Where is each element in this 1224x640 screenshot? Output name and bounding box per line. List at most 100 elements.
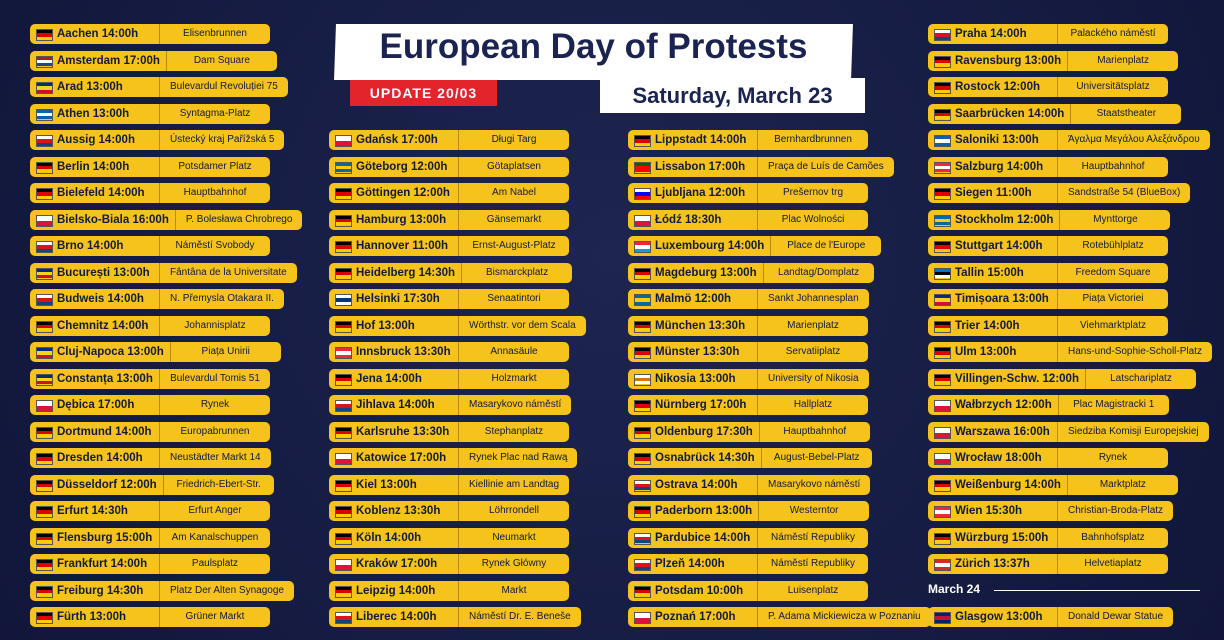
event-pill: Koblenz 13:30h Löhrrondell	[329, 501, 569, 521]
city-time: Malmö 12:00h	[655, 289, 758, 309]
flag-stripe	[935, 169, 950, 173]
city-time: Rostock 12:00h	[955, 77, 1058, 97]
city-time: Pardubice 14:00h	[655, 527, 758, 548]
city-time: Leipzig 14:00h	[356, 580, 459, 601]
event-pill: Paderborn 13:00h Westerntor	[628, 501, 870, 521]
place: Plac Wolności	[781, 213, 845, 225]
place: Hauptbahnhof	[1081, 160, 1145, 172]
place: Am Nabel	[492, 187, 536, 198]
flag-stripe	[635, 560, 650, 564]
flag-stripe	[935, 189, 950, 193]
flag-stripe	[37, 242, 52, 246]
flag	[634, 479, 651, 492]
place: Marktplatz	[1099, 478, 1146, 490]
flag	[634, 347, 651, 359]
flag	[634, 161, 651, 174]
flag-stripe	[37, 430, 52, 435]
flag-stripe	[336, 162, 351, 166]
flag-stripe	[935, 348, 950, 352]
event-pill: Athen 13:00h Syntagma-Platz	[30, 103, 270, 124]
flag-stripe	[336, 377, 351, 382]
place: Landtag/Domplatz	[778, 266, 860, 278]
flag-stripe	[336, 328, 351, 332]
city-time: Arad 13:00h	[57, 77, 160, 97]
flag	[934, 426, 951, 439]
place: Palackého náměstí	[1070, 28, 1156, 39]
city-time: Frankfurt 14:00h	[57, 554, 160, 574]
flag-stripe	[336, 430, 351, 435]
flag	[934, 241, 951, 253]
flag-stripe	[635, 354, 650, 358]
place: Holzmarkt	[491, 372, 537, 384]
city-time: Jena 14:00h	[356, 368, 459, 389]
flag-stripe	[336, 454, 351, 459]
flag-stripe	[935, 321, 950, 325]
flag-stripe	[935, 406, 950, 411]
flag	[934, 135, 951, 147]
flag	[934, 108, 951, 121]
flag	[634, 426, 651, 439]
place: University of Nikosia	[768, 372, 859, 384]
place: Άγαλμα Μεγάλου Αλεξάνδρου	[1068, 134, 1200, 145]
flag-stripe	[935, 295, 950, 299]
event-pill: Karlsruhe 13:30h Stephanplatz	[329, 421, 569, 442]
event-pill: Leipzig 14:00h Markt	[329, 580, 569, 601]
city-time: Kraków 17:00h	[356, 554, 459, 574]
flag-stripe	[336, 295, 351, 299]
event-pill: Ravensburg 13:00h Marienplatz	[928, 50, 1179, 71]
place: Bulevardul Revoluției 75	[170, 81, 278, 92]
flag-stripe	[935, 507, 950, 511]
flag	[335, 214, 352, 227]
flag-stripe	[37, 56, 52, 60]
city-time: Praha 14:00h	[955, 24, 1058, 44]
flag-stripe	[336, 374, 351, 378]
event-pill: Würzburg 15:00h Bahnhofsplatz	[928, 527, 1168, 548]
flag	[36, 400, 53, 412]
event-pill: Amsterdam 17:00h Dam Square	[30, 50, 277, 71]
flag	[335, 506, 352, 518]
flag-stripe	[635, 374, 650, 378]
flag-stripe	[935, 616, 950, 620]
flag-stripe	[37, 139, 52, 143]
flag-stripe	[635, 407, 650, 411]
flag	[335, 135, 352, 147]
flag-stripe	[37, 460, 52, 464]
flag-stripe	[37, 377, 52, 382]
flag-stripe	[935, 142, 950, 146]
flag-stripe	[935, 487, 950, 491]
flag-stripe	[336, 136, 351, 141]
flag	[36, 426, 53, 439]
event-pill: Stuttgart 14:00h Rotebühlplatz	[928, 236, 1168, 256]
city-time: Ulm 13:00h	[955, 342, 1058, 362]
flag-stripe	[37, 275, 52, 279]
city-time: Fürth 13:00h	[57, 607, 160, 627]
flag-stripe	[935, 33, 950, 37]
flag-stripe	[935, 324, 950, 329]
flag-stripe	[37, 351, 52, 355]
flag-stripe	[37, 112, 52, 117]
event-pill: Düsseldorf 12:00h Friedrich-Ebert-Str.	[30, 474, 274, 495]
flag	[36, 135, 53, 147]
event-pill: Fürth 13:00h Grüner Markt	[30, 607, 270, 627]
city-time: Warszawa 16:00h	[955, 421, 1058, 442]
flag-stripe	[635, 430, 650, 435]
city-time: Innsbruck 13:30h	[356, 342, 459, 362]
event-pill: Ulm 13:00h Hans-und-Sophie-Scholl-Platz	[928, 342, 1212, 362]
flag-stripe	[37, 563, 52, 567]
place: Marienplatz	[787, 319, 839, 331]
flag	[36, 267, 53, 280]
flag	[934, 267, 951, 280]
city-time: München 13:30h	[655, 315, 758, 336]
city-time: Erfurt 14:30h	[57, 501, 160, 521]
flag	[634, 241, 651, 253]
event-pill: Nürnberg 17:00h Hallplatz	[628, 395, 868, 415]
event-pill: Warszawa 16:00h Siedziba Komisji Europejs…	[928, 421, 1209, 442]
place: August-Bebel-Platz	[773, 452, 860, 463]
event-pill: Liberec 14:00h Náměstí Dr. E. Beneše	[329, 607, 581, 627]
flag-stripe	[37, 195, 52, 199]
city-time: Lippstadt 14:00h	[655, 130, 758, 150]
flag-stripe	[37, 136, 52, 140]
flag	[634, 214, 651, 227]
city-time: Münster 13:30h	[655, 342, 758, 362]
